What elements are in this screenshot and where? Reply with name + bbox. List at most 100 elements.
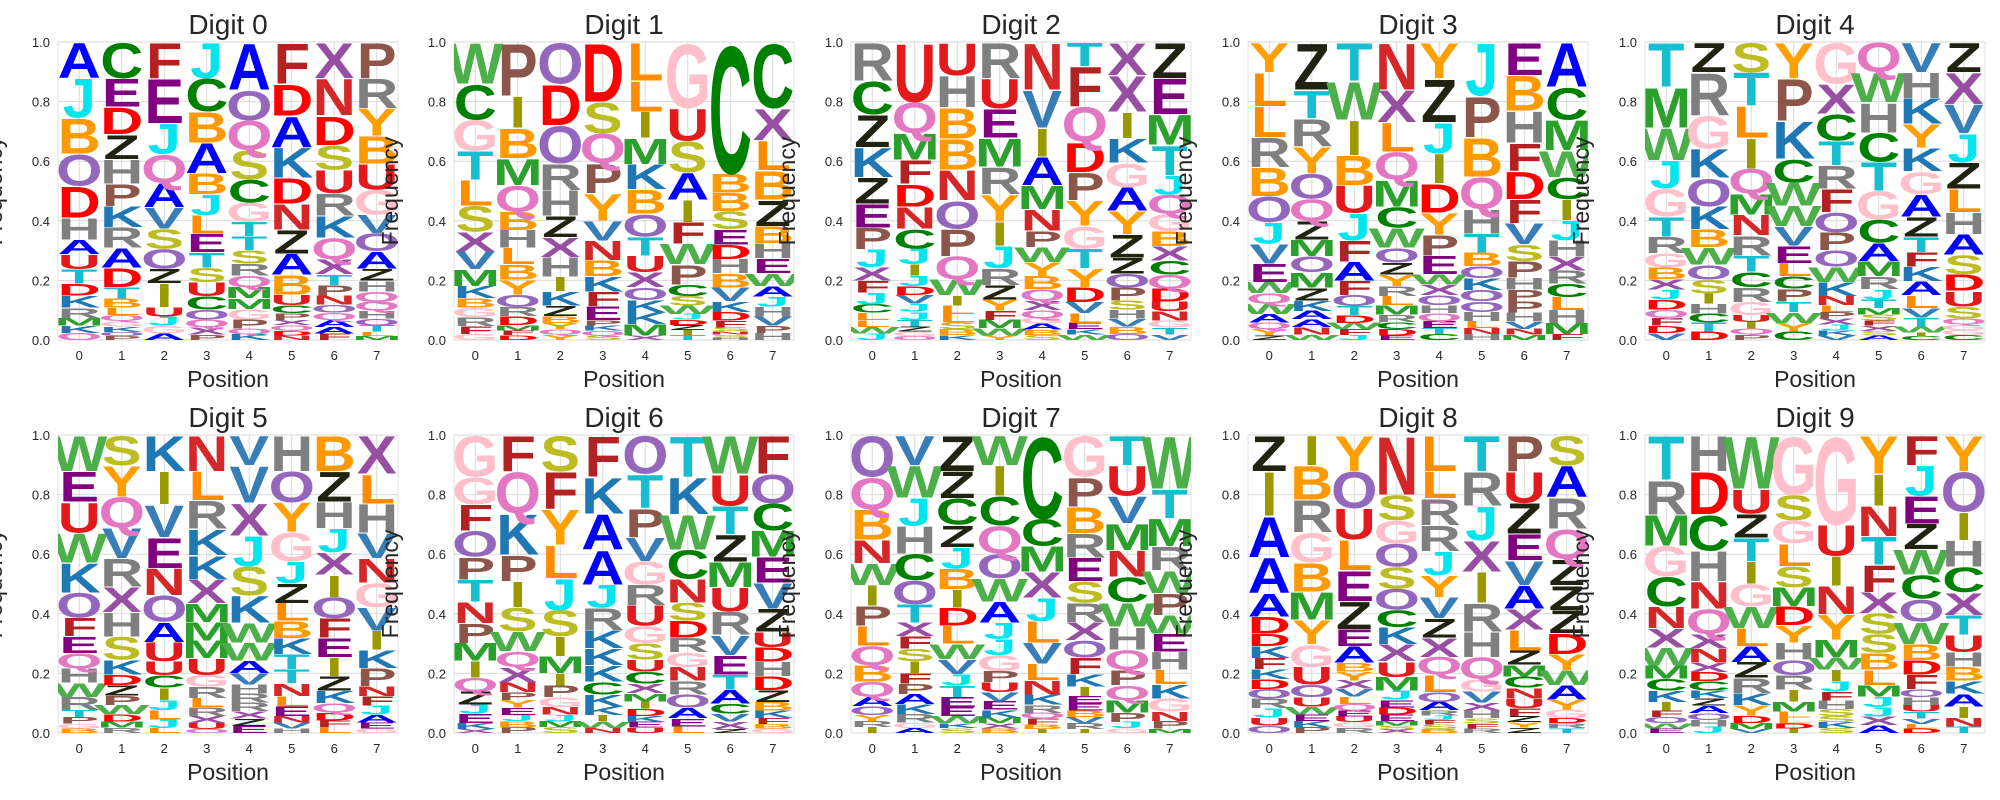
logo-letter: K	[581, 273, 624, 296]
logo-letter: M	[182, 636, 232, 664]
logo-letter: L	[189, 696, 225, 710]
x-tick-label: 0	[76, 741, 83, 756]
logo-letter: L	[939, 312, 975, 325]
logo-letter: G	[1019, 317, 1065, 326]
logo-letter: B	[936, 327, 979, 337]
logo-letter: R	[1248, 129, 1291, 176]
logo-letter: F	[542, 461, 578, 520]
logo-letter: S	[937, 321, 977, 331]
logo-letter: T	[897, 599, 933, 628]
logo-letter: P	[455, 618, 495, 649]
logo-letter: D	[893, 179, 936, 214]
y-axis-label: Frequency	[0, 136, 7, 245]
x-tick-label: 3	[996, 741, 1003, 756]
logo-letter: S	[937, 727, 977, 735]
logo-letter: V	[272, 721, 313, 731]
logo-letter: M	[1145, 510, 1195, 554]
logo-letter: E	[1646, 727, 1686, 734]
logo-letter: V	[1107, 489, 1147, 532]
logo-letter: J	[1253, 216, 1286, 250]
logo-letter: J	[148, 115, 181, 163]
y-tick-label: 0.6	[428, 547, 446, 562]
x-tick-label: 2	[954, 741, 961, 756]
logo-letter: S	[102, 428, 142, 474]
logo-letter: N	[1148, 309, 1191, 323]
logo-letter: H	[1687, 718, 1730, 729]
logo-letter: U	[1290, 662, 1333, 690]
logo-letter: Q	[849, 469, 895, 519]
x-tick-label: 1	[1308, 348, 1315, 363]
logo-letter: K	[270, 634, 313, 659]
y-tick-label: 1.0	[825, 35, 843, 50]
logo-letter: O	[934, 193, 980, 237]
logo-letter: I	[1743, 556, 1760, 591]
logo-letter: V	[1249, 238, 1289, 269]
logo-letter: B	[496, 120, 539, 167]
panel-title: Digit 0	[188, 9, 267, 40]
logo-letter: H	[355, 278, 398, 295]
logo-letter: V	[1901, 306, 1941, 321]
logo-letter: C	[893, 547, 936, 588]
logo-letter: M	[1287, 584, 1337, 628]
logo-letter: H	[709, 337, 752, 341]
logo-letter: G	[452, 425, 498, 489]
logo-letter: K	[936, 722, 980, 730]
logo-letter: X	[1944, 64, 1984, 114]
logo-letter: S	[1377, 562, 1417, 596]
logo-letter: U	[624, 726, 667, 734]
logo-letter: Y	[980, 187, 1020, 230]
logo-letter: N	[185, 425, 228, 481]
logo-letter: O	[750, 466, 796, 511]
logo-letter: X	[1859, 586, 1899, 619]
logo-letter: T	[1648, 31, 1684, 100]
logo-letter: F	[1818, 184, 1854, 220]
y-axis-label: Frequency	[774, 136, 800, 245]
logo-letter: R	[1730, 674, 1773, 697]
logo-letter: R	[1857, 273, 1900, 293]
logo-letter: K	[851, 139, 894, 186]
logo-letter: Z	[1691, 696, 1727, 708]
logo-letter: F	[1549, 333, 1585, 342]
logo-letter: T	[712, 671, 748, 695]
logo-letter: I	[1913, 331, 1930, 337]
logo-letter: G	[665, 649, 711, 671]
x-axis-label: Position	[1377, 759, 1459, 785]
logo-stacks: QKMRKDTUAHDOBJAPOKGQLBTDARKPHZDECAGJUIIZ…	[58, 42, 398, 340]
x-axis-label: Position	[187, 366, 269, 392]
logo-letter: L	[146, 727, 182, 735]
logo-letter: L	[1464, 319, 1500, 330]
logo-letter: N	[1375, 31, 1418, 105]
logo-letter: Z	[1294, 31, 1330, 105]
x-tick-label: 0	[869, 741, 876, 756]
y-axis-label: Frequency	[377, 529, 403, 638]
x-tick-label: 2	[1748, 348, 1755, 363]
logo-letter: M	[1854, 257, 1904, 281]
x-tick-label: 4	[1039, 348, 1046, 363]
logo-letter: G	[269, 524, 315, 570]
logo-letter: Z	[939, 464, 975, 506]
logo-letter: S	[1859, 313, 1899, 322]
logo-letter: R	[1063, 598, 1106, 628]
logo-letter: N	[1503, 685, 1546, 701]
logo-letter: M	[1102, 516, 1152, 558]
logo-letter: O	[141, 243, 187, 274]
logo-letter: J	[501, 713, 534, 723]
logo-letter: T	[1109, 428, 1145, 474]
logo-letter: X	[1816, 76, 1856, 123]
logo-letter: L	[1421, 425, 1457, 481]
logo-letter: K	[185, 522, 228, 563]
logo-letter: R	[1021, 703, 1064, 716]
logo-letter: T	[61, 708, 97, 719]
logo-letter: E	[1377, 713, 1417, 723]
x-axis-label: Position	[1774, 366, 1856, 392]
logo-letter: B	[709, 187, 752, 216]
logo-letter: J	[1423, 114, 1456, 162]
logo-letter: T	[189, 248, 225, 272]
x-tick-label: 3	[1790, 348, 1797, 363]
logo-letter: I	[906, 262, 923, 279]
logo-letter: N	[454, 596, 497, 629]
logo-letter: R	[1290, 492, 1333, 543]
logo-letter: R	[58, 694, 101, 714]
logo-letter: P	[1504, 287, 1544, 305]
logo-letter: W	[1284, 333, 1342, 342]
